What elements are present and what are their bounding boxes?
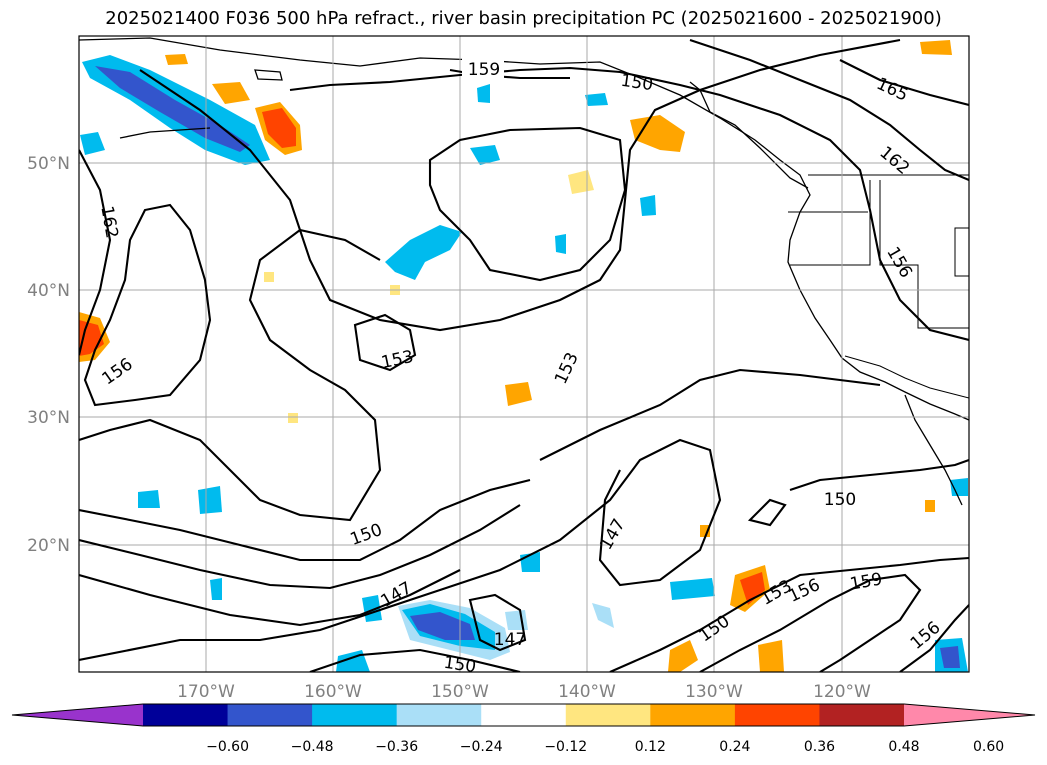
colorbar-cell <box>650 704 736 726</box>
colorbar-tick-label: −0.12 <box>544 739 587 755</box>
colorbar-tick-label: −0.48 <box>291 739 334 755</box>
colorbar-tick-label: −0.24 <box>460 739 503 755</box>
lat-label-40n: 40°N <box>27 281 70 301</box>
lon-label-130w: 130°W <box>685 682 743 702</box>
colorbar-tick-label: 0.12 <box>635 739 666 755</box>
lat-label-30n: 30°N <box>27 408 70 428</box>
colorbar-cell <box>819 704 905 726</box>
colorbar-tick-label: −0.36 <box>375 739 418 755</box>
colorbar-cell <box>734 704 820 726</box>
lon-label-120w: 120°W <box>813 682 871 702</box>
lat-label-50n: 50°N <box>27 154 70 174</box>
refractivity-contours <box>79 38 969 672</box>
colorbar-min-extension <box>12 704 143 726</box>
colorbar-cell <box>312 704 398 726</box>
map-area: 159 150 165 162 162 156 153 153 156 150 … <box>79 36 969 677</box>
positive-precip-shading <box>79 40 952 672</box>
map-frame <box>78 35 970 673</box>
colorbar-cell <box>481 704 567 726</box>
colorbar: −0.60 −0.48 −0.36 −0.24 −0.12 0.12 0.24 0.36 0.4… <box>11 703 1036 755</box>
map-title: 2025021400 F036 500 hPa refract., river … <box>105 8 942 29</box>
colorbar-cell <box>227 704 313 726</box>
colorbar-outline <box>11 703 1036 727</box>
colorbar-tick-label: 0.48 <box>888 739 919 755</box>
lon-label-140w: 140°W <box>558 682 616 702</box>
graticule <box>79 36 969 672</box>
longitude-labels: 170°W 160°W 150°W 140°W 130°W 120°W <box>177 682 871 702</box>
colorbar-tick-label: 0.60 <box>973 739 1004 755</box>
colorbar-cell <box>565 704 651 726</box>
lon-label-160w: 160°W <box>304 682 362 702</box>
contour-label-10: 150 <box>824 490 856 510</box>
colorbar-tick-label: 0.24 <box>719 739 750 755</box>
colorbar-tick-label: 0.36 <box>804 739 835 755</box>
colorbar-cell <box>143 704 229 726</box>
contour-label-15: 150 <box>442 653 477 677</box>
lon-label-170w: 170°W <box>177 682 235 702</box>
contour-label-1: 159 <box>468 60 500 80</box>
latitude-labels: 50°N 40°N 30°N 20°N <box>27 154 70 556</box>
colorbar-cell <box>396 704 482 726</box>
negative-precip-shading <box>80 55 968 672</box>
colorbar-tick-label: −0.60 <box>206 739 249 755</box>
contour-label-2: 150 <box>619 71 654 95</box>
lat-label-20n: 20°N <box>27 536 70 556</box>
lon-label-150w: 150°W <box>431 682 489 702</box>
colorbar-max-extension <box>904 704 1035 726</box>
contour-label-14: 147 <box>494 630 526 650</box>
